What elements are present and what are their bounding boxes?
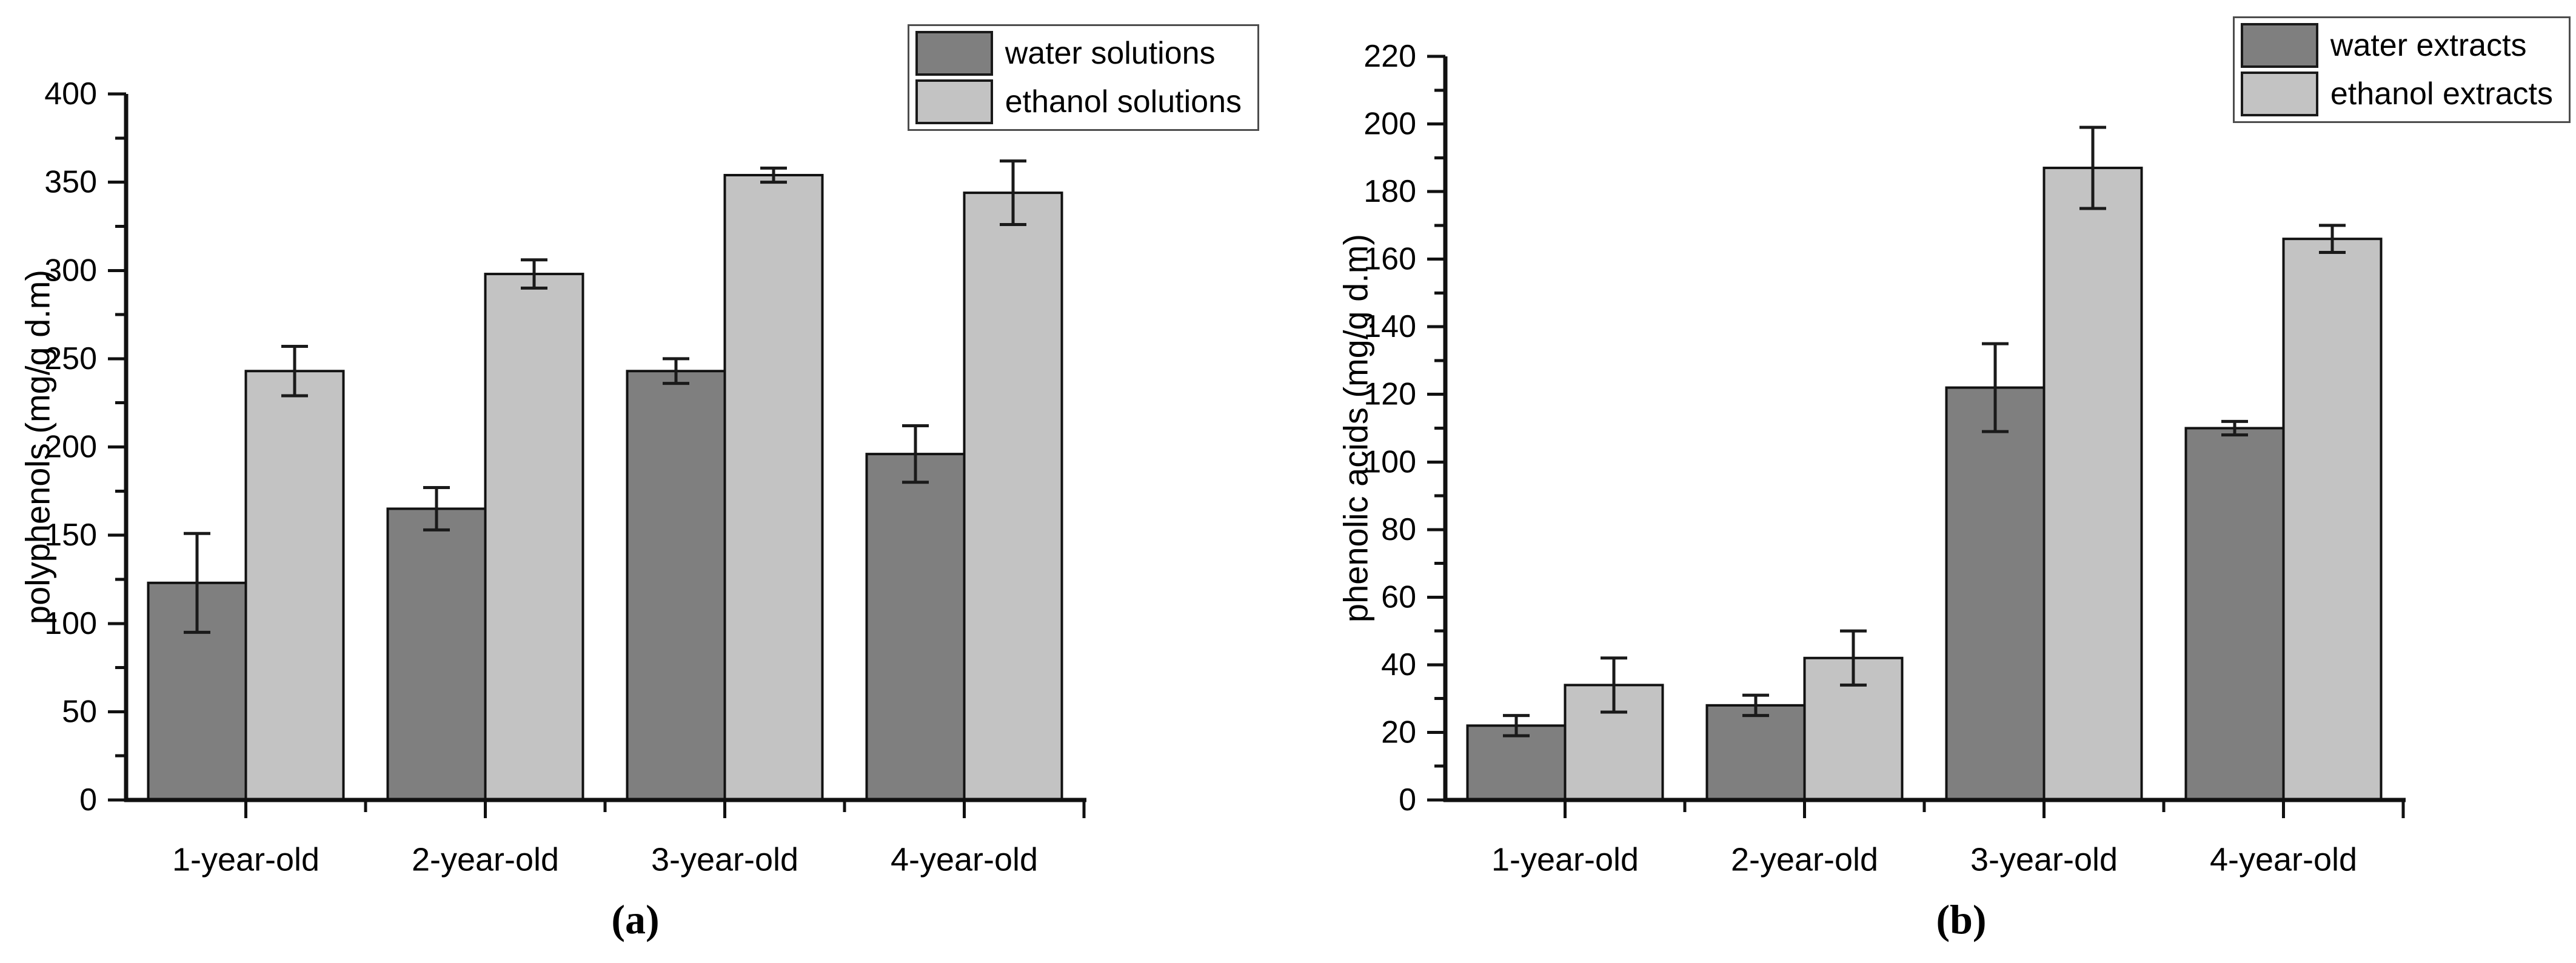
y-tick-label: 350 xyxy=(44,165,97,200)
y-tick-label: 100 xyxy=(1363,444,1416,479)
chart-a-plot: 0 50 100 150 200 250 300 350 400 1-year-old 2-year… xyxy=(19,76,1086,878)
y-tick-label: 60 xyxy=(1381,579,1416,615)
legend-label: ethanol solutions xyxy=(1005,84,1242,119)
bar xyxy=(1945,386,2046,801)
panel-b-label: (b) xyxy=(1936,896,1987,942)
y-tick-label: 50 xyxy=(62,694,97,729)
bar xyxy=(2282,238,2383,801)
panel-a: 0 50 100 150 200 250 300 350 400 1-year-old 2-year… xyxy=(19,24,1259,942)
x-tick-label: 1-year-old xyxy=(1491,841,1639,878)
x-tick-label: 2-year-old xyxy=(1731,841,1878,878)
legend-item: water extracts xyxy=(2240,23,2553,68)
y-axis-label: phenolic acids (mg/g d.m) xyxy=(1337,234,1375,622)
y-tick-label: 20 xyxy=(1381,715,1416,750)
bar xyxy=(244,370,345,801)
legend-item: ethanol extracts xyxy=(2240,72,2553,116)
x-tick-label: 3-year-old xyxy=(1970,841,2118,878)
bar xyxy=(2184,427,2285,801)
y-tick-label: 200 xyxy=(1363,107,1416,142)
y-tick-label: 200 xyxy=(44,430,97,465)
bar xyxy=(723,173,824,802)
bar xyxy=(1705,704,1806,801)
y-tick-label: 0 xyxy=(1399,782,1416,818)
legend-label: water solutions xyxy=(1005,35,1216,71)
bar xyxy=(484,273,584,801)
bar xyxy=(963,192,1063,802)
y-tick-label: 80 xyxy=(1381,512,1416,547)
chart-b-legend: water extracts ethanol extracts xyxy=(2232,16,2571,123)
chart-a-legend: water solutions ethanol solutions xyxy=(907,24,1259,131)
y-tick-label: 100 xyxy=(44,606,97,641)
legend-item: ethanol solutions xyxy=(915,79,1242,124)
y-tick-label: 0 xyxy=(79,782,97,818)
y-tick-label: 40 xyxy=(1381,647,1416,682)
y-tick-label: 250 xyxy=(44,341,97,376)
x-tick-label: 1-year-old xyxy=(172,841,319,878)
legend-swatch-dark xyxy=(2240,23,2318,68)
x-tick-label: 2-year-old xyxy=(412,841,559,878)
y-tick-label: 400 xyxy=(44,76,97,112)
legend-label: water extracts xyxy=(2330,27,2527,63)
y-tick-label: 150 xyxy=(44,518,97,553)
legend-swatch-light xyxy=(2240,72,2318,116)
y-tick-label: 120 xyxy=(1363,377,1416,412)
y-tick-label: 160 xyxy=(1363,242,1416,277)
x-tick-label: 4-year-old xyxy=(891,841,1038,878)
y-tick-label: 180 xyxy=(1363,174,1416,209)
x-tick-label: 4-year-old xyxy=(2210,841,2357,878)
chart-b-plot: 0 20 40 60 80 100 120 140 160 180 200 220 1-year-old… xyxy=(1337,39,2406,878)
y-tick-label: 140 xyxy=(1363,309,1416,344)
legend-item: water solutions xyxy=(915,31,1242,76)
y-tick-label: 220 xyxy=(1363,39,1416,74)
legend-swatch-dark xyxy=(915,31,993,76)
y-tick-label: 300 xyxy=(44,253,97,288)
x-tick-label: 3-year-old xyxy=(651,841,798,878)
bar xyxy=(626,370,726,801)
legend-label: ethanol extracts xyxy=(2330,76,2553,112)
bar xyxy=(386,507,487,801)
bar xyxy=(865,453,966,801)
y-axis-label: polyphenols (mg/g d.m) xyxy=(19,270,57,624)
panel-b: 0 20 40 60 80 100 120 140 160 180 200 220 1-year-old… xyxy=(1288,0,2575,963)
legend-swatch-light xyxy=(915,79,993,124)
panel-a-label: (a) xyxy=(611,896,660,942)
bar xyxy=(2042,167,2143,801)
